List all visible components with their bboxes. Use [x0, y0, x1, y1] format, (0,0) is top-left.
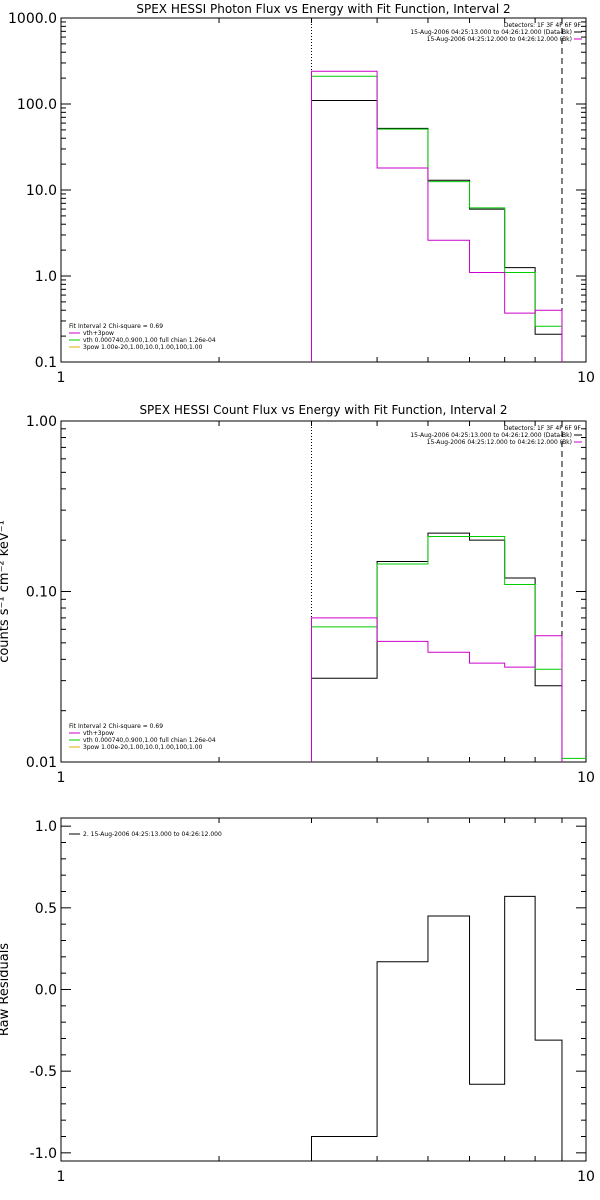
y-axis-label: Raw Residuals: [0, 943, 12, 1036]
series-0-histogram: [310, 532, 563, 762]
y-tick-label: 0.01: [26, 755, 57, 771]
series-0-histogram: [310, 99, 563, 362]
series-2-histogram: [310, 70, 563, 362]
y-axis-label: counts s⁻¹ cm⁻² keV⁻¹: [0, 520, 12, 663]
y-tick-label: -0.5: [30, 1064, 57, 1080]
legend-line: vth+3pow: [83, 330, 114, 337]
legend-line: 3pow 1.00e-20,1.00,10.0,1.00,100,1.00: [83, 344, 203, 351]
y-tick-label: -1.0: [30, 1146, 57, 1162]
legend-line: Fit Interval 2 Chi-square = 0.69: [69, 323, 163, 330]
x-tick-label: 10: [577, 1169, 595, 1185]
y-tick-label: 10.0: [26, 183, 57, 199]
header-line: 15-Aug-2006 04:25:12.000 to 04:26:12.000…: [427, 439, 572, 446]
series-1-histogram: [310, 536, 563, 762]
legend-line: 2. 15-Aug-2006 04:25:13.000 to 04:26:12.…: [83, 831, 222, 838]
x-tick-label: 10: [577, 370, 595, 386]
y-tick-label: 1.0: [35, 269, 57, 285]
legend-line: Fit Interval 2 Chi-square = 0.69: [69, 723, 163, 730]
plot-frame: [60, 420, 587, 763]
count-flux-panel: SPEX HESSI Count Flux vs Energy with Fit…: [0, 403, 595, 786]
series-2-histogram: [310, 617, 563, 762]
y-tick-label: 100.0: [17, 97, 57, 113]
y-tick-label: 0.0: [35, 983, 57, 999]
chart-title: SPEX HESSI Count Flux vs Energy with Fit…: [139, 403, 507, 417]
legend-line: vth+3pow: [83, 730, 114, 737]
y-tick-label: 1.00: [26, 414, 57, 430]
x-tick-label: 1: [57, 370, 66, 386]
header-line: 15-Aug-2006 04:25:12.000 to 04:26:12.000…: [427, 36, 572, 43]
header-line: Detectors: 1F 3F 4F 6F 9F: [504, 22, 582, 29]
plot-frame: [60, 817, 587, 1162]
series-0-histogram: [310, 895, 563, 1161]
plot-frame: [60, 17, 587, 363]
x-tick-label: 1: [57, 770, 66, 786]
y-tick-label: 1000.0: [8, 11, 57, 27]
header-line: 15-Aug-2006 04:25:13.000 to 04:26:12.000…: [410, 432, 572, 439]
y-tick-label: 0.1: [35, 355, 57, 371]
y-tick-label: 0.5: [35, 901, 57, 917]
chart-title: SPEX HESSI Photon Flux vs Energy with Fi…: [136, 2, 510, 16]
series-1-histogram: [310, 75, 563, 362]
legend-line: vth 0.000740,0.900,1.00 full chian 1.26e…: [83, 337, 216, 344]
x-tick-label: 10: [577, 770, 595, 786]
legend-line: vth 0.000740,0.900,1.00 full chian 1.26e…: [83, 737, 216, 744]
y-tick-label: 1.0: [35, 819, 57, 835]
y-tick-label: 0.10: [26, 585, 57, 601]
legend-line: 3pow 1.00e-20,1.00,10.0,1.00,100,1.00: [83, 744, 203, 751]
residuals-panel: Raw Residuals 1 10 -1.0 -0.5 0.0 0.5 1.0 2. 15-A…: [0, 817, 595, 1185]
header-line: Detectors: 1F 3F 4F 6F 9F: [504, 425, 582, 432]
header-line: 15-Aug-2006 04:25:13.000 to 04:26:12.000…: [410, 29, 572, 36]
photon-flux-panel: SPEX HESSI Photon Flux vs Energy with Fi…: [8, 2, 595, 386]
x-tick-label: 1: [57, 1169, 66, 1185]
